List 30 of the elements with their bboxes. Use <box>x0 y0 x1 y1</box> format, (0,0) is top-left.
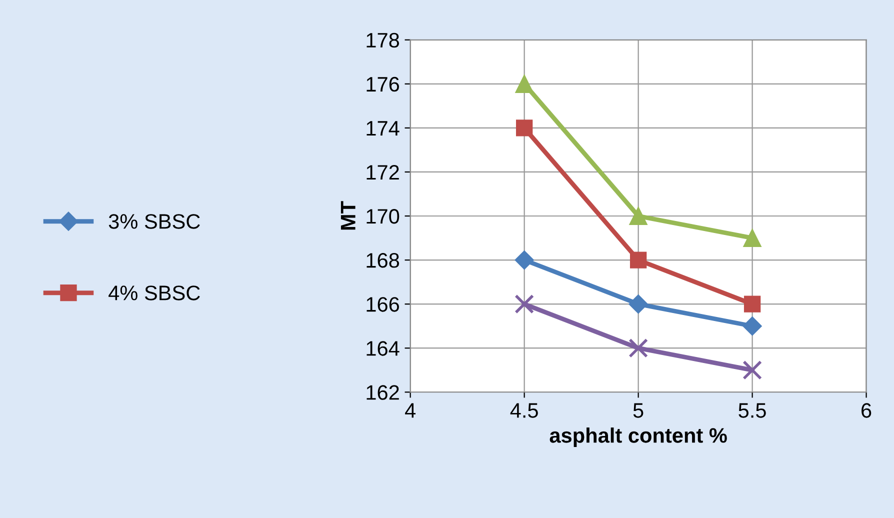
y-axis-title: MT <box>340 201 356 230</box>
point <box>514 294 534 314</box>
point <box>742 316 762 336</box>
point <box>514 250 534 270</box>
x-tick-label: 5 <box>633 403 644 418</box>
y-tick-label: 170 <box>366 209 400 224</box>
point <box>744 296 761 312</box>
y-tick-label: 176 <box>366 76 400 92</box>
point <box>742 360 762 380</box>
y-tick-label: 166 <box>366 297 400 312</box>
x-axis-title: asphalt content % <box>550 428 727 447</box>
point <box>629 206 648 226</box>
x-tick-label: 5.5 <box>738 403 766 418</box>
x-tick-label: 6 <box>862 403 872 418</box>
point <box>628 338 648 358</box>
y-tick-label: 174 <box>366 121 400 136</box>
y-tick-label: 172 <box>366 164 399 180</box>
point <box>743 228 762 248</box>
point <box>515 74 534 93</box>
legend-label: 4% SBSC <box>108 286 200 300</box>
x-tick-label: 4 <box>405 403 416 418</box>
y-tick-label: 168 <box>366 253 400 268</box>
x-tick-label: 4.5 <box>510 403 538 418</box>
y-tick-label: 162 <box>366 385 399 400</box>
legend-label: 3% SBSC <box>108 214 200 229</box>
y-tick-label: 178 <box>366 32 400 48</box>
point <box>628 294 648 314</box>
point <box>516 120 533 136</box>
y-tick-label: 164 <box>366 341 400 356</box>
point <box>630 252 647 268</box>
